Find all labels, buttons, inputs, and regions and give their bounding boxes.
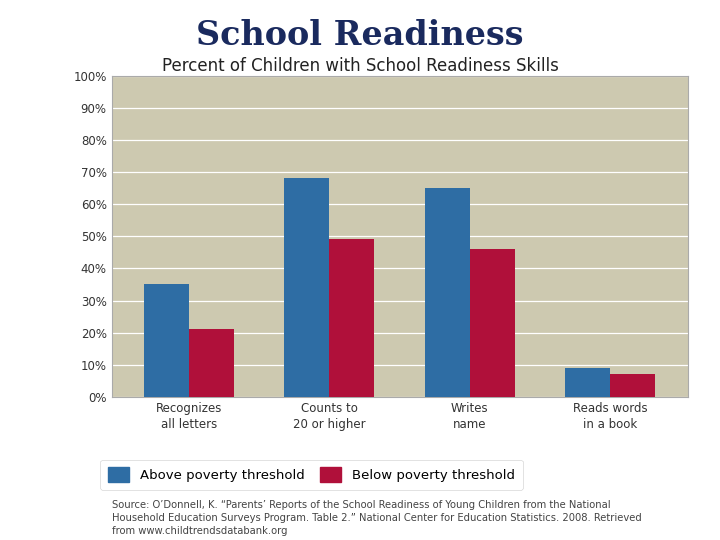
- Bar: [611, 374, 655, 397]
- Legend: Above poverty threshold, Below poverty threshold: Above poverty threshold, Below poverty t…: [100, 460, 523, 490]
- Bar: [189, 329, 234, 397]
- Bar: [565, 368, 611, 397]
- Bar: [425, 188, 470, 397]
- Bar: [144, 285, 189, 397]
- Bar: [329, 239, 374, 397]
- Bar: [470, 249, 515, 397]
- Bar: [284, 178, 329, 397]
- Text: Percent of Children with School Readiness Skills: Percent of Children with School Readines…: [161, 57, 559, 75]
- Text: Source: O’Donnell, K. “Parents’ Reports of the School Readiness of Young Childre: Source: O’Donnell, K. “Parents’ Reports …: [112, 500, 642, 536]
- Text: School Readiness: School Readiness: [197, 19, 523, 52]
